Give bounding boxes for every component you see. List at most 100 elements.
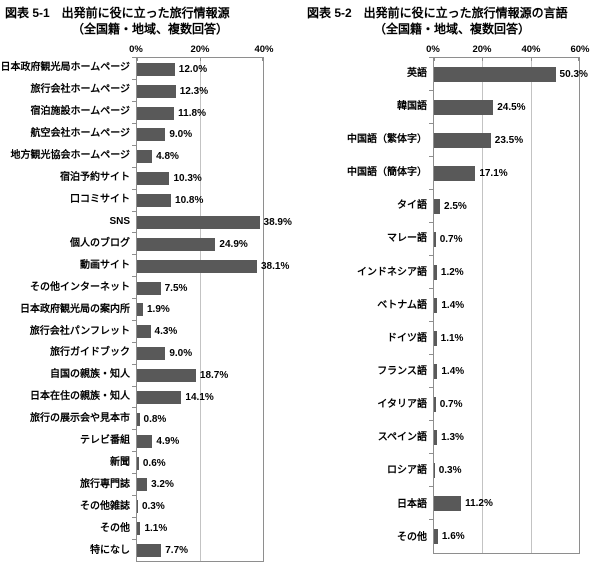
bar	[434, 133, 491, 149]
bar-row: 1.6%	[429, 519, 579, 553]
x-tick-label: 20%	[472, 44, 492, 56]
bar-row: 1.1%	[429, 321, 579, 355]
value-label: 1.3%	[441, 432, 464, 444]
bar-row: 3.2%	[132, 473, 263, 496]
x-tick-label: 0%	[426, 44, 440, 56]
value-label: 2.5%	[444, 201, 467, 213]
category-label: 中国語（簡体字）	[347, 167, 427, 179]
bar-row: 0.8%	[132, 407, 263, 430]
category-label: 旅行会社ホームページ	[30, 84, 131, 96]
plot-wrap: 英語 韓国語 中国語（繁体字） 中国語（簡体字） タイ語 マレー語 インドネシア語 ベトナム語…	[302, 57, 602, 555]
bar	[137, 172, 170, 186]
bar-row: 1.4%	[429, 354, 579, 388]
category-label: 中国語（繁体字）	[347, 133, 427, 145]
bar-row: 24.9%	[132, 232, 263, 255]
category-label: 宿泊予約サイト	[60, 171, 130, 183]
value-label: 9.0%	[169, 348, 193, 360]
category-label: その他	[397, 531, 427, 543]
category-label: テレビ番組	[80, 435, 130, 447]
bar-row: 1.2%	[429, 255, 579, 289]
bar-row: 0.7%	[429, 387, 579, 421]
bar	[434, 298, 438, 314]
plot-wrap: 日本政府観光局ホームページ 旅行会社ホームページ 宿泊施設ホームページ 航空会社ホーム…	[0, 57, 300, 563]
category-label: ロシア語	[387, 465, 427, 477]
value-label: 1.6%	[441, 531, 465, 543]
x-tick-mark	[482, 57, 484, 62]
bar	[434, 265, 437, 281]
bar-row: 9.0%	[132, 341, 263, 365]
bar	[137, 303, 143, 317]
figure-5-1: 図表 5-1 出発前に役に立った旅行情報源 （全国籍・地域、複数回答） 0% 20…	[0, 0, 300, 567]
bar-row: 0.3%	[132, 494, 263, 518]
bar-row: 10.3%	[132, 166, 263, 190]
value-label: 18.7%	[199, 370, 229, 382]
bar	[137, 215, 260, 229]
x-tick-mark	[578, 57, 579, 62]
bar	[137, 194, 172, 208]
bar	[137, 281, 161, 295]
bar-row: 1.9%	[132, 298, 263, 321]
x-tick-mark	[137, 57, 138, 62]
value-label: 1.4%	[441, 300, 465, 312]
category-label: 旅行ガイドブック	[50, 347, 130, 359]
bar	[137, 544, 162, 558]
category-label: 韓国語	[397, 100, 427, 112]
chart-title: 図表 5-1 出発前に役に立った旅行情報源 （全国籍・地域、複数回答）	[0, 0, 300, 37]
category-label: 航空会社ホームページ	[30, 127, 131, 139]
bar-row: 4.3%	[132, 319, 263, 343]
bar	[137, 390, 182, 404]
value-label: 0.3%	[141, 501, 165, 513]
bar	[434, 430, 438, 446]
category-label: 自国の親族・知人	[50, 369, 130, 381]
bar	[137, 325, 151, 339]
chart-title-line1: 図表 5-2 出発前に役に立った旅行情報源の言語	[307, 6, 568, 20]
bar-row: 11.2%	[429, 486, 579, 520]
value-label: 4.9%	[156, 435, 180, 447]
gridline	[530, 58, 532, 554]
category-label: 英語	[407, 67, 427, 79]
bar	[434, 364, 438, 380]
value-label: 0.7%	[439, 234, 463, 246]
bar	[137, 128, 166, 142]
category-label: 特になし	[90, 545, 130, 557]
value-label: 38.9%	[263, 216, 292, 228]
value-label: 12.0%	[178, 63, 208, 75]
bar-row: 24.5%	[429, 90, 579, 124]
value-label: 12.3%	[179, 85, 209, 97]
value-label: 1.1%	[144, 523, 168, 535]
bar-row: 11.8%	[132, 101, 263, 124]
gridline	[200, 58, 201, 562]
value-label: 9.0%	[169, 129, 193, 141]
bar	[137, 369, 196, 383]
chart-title-line2: （全国籍・地域、複数回答）	[71, 22, 228, 37]
plot-area: 50.3% 24.5% 23.5% 17.1% 2.5% 0.7% 1.2% 1.4% 1.1%…	[429, 57, 588, 555]
value-label: 0.8%	[143, 413, 167, 425]
bar	[137, 412, 140, 426]
bar	[137, 456, 139, 470]
bar	[434, 496, 462, 512]
bar	[434, 232, 436, 248]
value-label: 23.5%	[494, 135, 524, 147]
category-label: 地方観光協会ホームページ	[10, 149, 131, 161]
value-label: 4.3%	[154, 326, 178, 338]
bar-row: 17.1%	[429, 156, 579, 190]
chart-title-line2: （全国籍・地域、複数回答）	[373, 22, 530, 37]
bar-row: 1.1%	[132, 516, 263, 540]
value-label: 1.2%	[440, 267, 464, 279]
category-labels: 英語 韓国語 中国語（繁体字） 中国語（簡体字） タイ語 マレー語 インドネシア語 ベトナム語…	[302, 57, 433, 554]
bar-row: 1.4%	[429, 288, 579, 322]
x-axis-labels: 0% 20% 40%	[129, 40, 273, 57]
chart-title: 図表 5-2 出発前に役に立った旅行情報源の言語 （全国籍・地域、複数回答）	[302, 0, 602, 37]
category-label: 新聞	[110, 457, 130, 469]
bar	[434, 331, 437, 347]
value-label: 11.2%	[465, 498, 493, 510]
value-label: 10.3%	[173, 173, 202, 185]
bar-row: 4.8%	[132, 144, 263, 168]
value-label: 24.5%	[497, 102, 526, 114]
category-label: 日本政府観光局の案内所	[20, 303, 130, 315]
bar	[434, 166, 476, 182]
bar-row: 23.5%	[429, 123, 579, 157]
bar-row: 0.3%	[429, 453, 579, 487]
value-label: 14.1%	[185, 391, 214, 403]
